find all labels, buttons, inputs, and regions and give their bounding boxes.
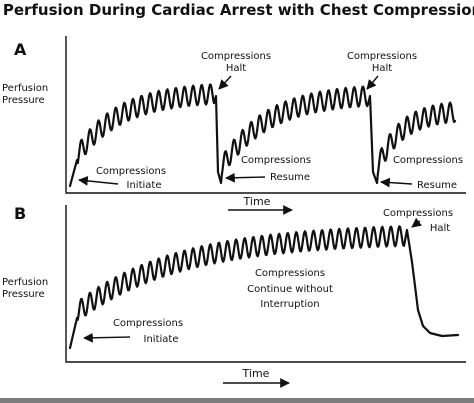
panel-a-halt-2-label-line1: Compressions (347, 51, 417, 62)
panel-b-initiate-arrow (83, 332, 131, 343)
panel-a-ylabel-line2: Pressure (2, 95, 45, 106)
panel-a-pressure-wave (68, 83, 457, 188)
panel-a-resume-1-arrow (225, 172, 266, 183)
panel-b-halt-arrow (411, 217, 422, 228)
panel-a-halt-1-arrow (218, 75, 232, 90)
panel-a-initiate-label-line1: Compressions (96, 166, 166, 177)
panel-b-time-label: Time (242, 367, 270, 380)
panel-a-axes (65, 36, 466, 194)
panel-a-halt-1-label-line2: Halt (226, 63, 246, 74)
panel-b-ylabel-line1: Perfusion (2, 277, 48, 288)
panel-b-initiate-label-line2: Initiate (144, 334, 179, 345)
panel-a-ylabel-line1: Perfusion (2, 83, 48, 94)
panel-a-resume-1-label-line2: Resume (270, 172, 310, 183)
panel-a-initiate-arrow (78, 176, 119, 186)
panel-a-letter: A (14, 40, 27, 59)
panel-b-pressure-wave (68, 225, 460, 350)
panel-a-time-label: Time (243, 195, 271, 208)
panel-a-resume-2-label-line2: Resume (417, 180, 457, 191)
panel-a-halt-2-arrow (366, 75, 379, 90)
panel-b-continue-label-line2: Continue without (247, 284, 333, 295)
panel-a-halt-1-label-line1: Compressions (201, 51, 271, 62)
panel-b-continue-label-line3: Interruption (260, 299, 319, 310)
panel-b-initiate-label-line1: Compressions (113, 318, 183, 329)
panel-b-ylabel-line2: Pressure (2, 289, 45, 300)
panel-a-initiate-label-line2: Initiate (127, 180, 162, 191)
panel-b-axes (65, 205, 466, 363)
cropped-caption-strip (0, 398, 474, 403)
panel-b-continue-label-line1: Compressions (255, 268, 325, 279)
panel-a-resume-2-label-line1: Compressions (393, 155, 463, 166)
panel-a-resume-2-arrow (380, 177, 413, 188)
figure-title: Perfusion During Cardiac Arrest with Che… (3, 1, 474, 19)
panel-a-resume-1-label-line1: Compressions (241, 155, 311, 166)
panel-a: A Perfusion Pressure Compressions Halt C… (2, 36, 466, 215)
panel-b-letter: B (14, 204, 26, 223)
panel-b-halt-label-line2: Halt (430, 223, 450, 234)
panel-a-halt-2-label-line2: Halt (372, 63, 392, 74)
panel-b-halt-label-line1: Compressions (383, 208, 453, 219)
panel-b: B Perfusion Pressure Compressions Halt C… (2, 204, 466, 388)
